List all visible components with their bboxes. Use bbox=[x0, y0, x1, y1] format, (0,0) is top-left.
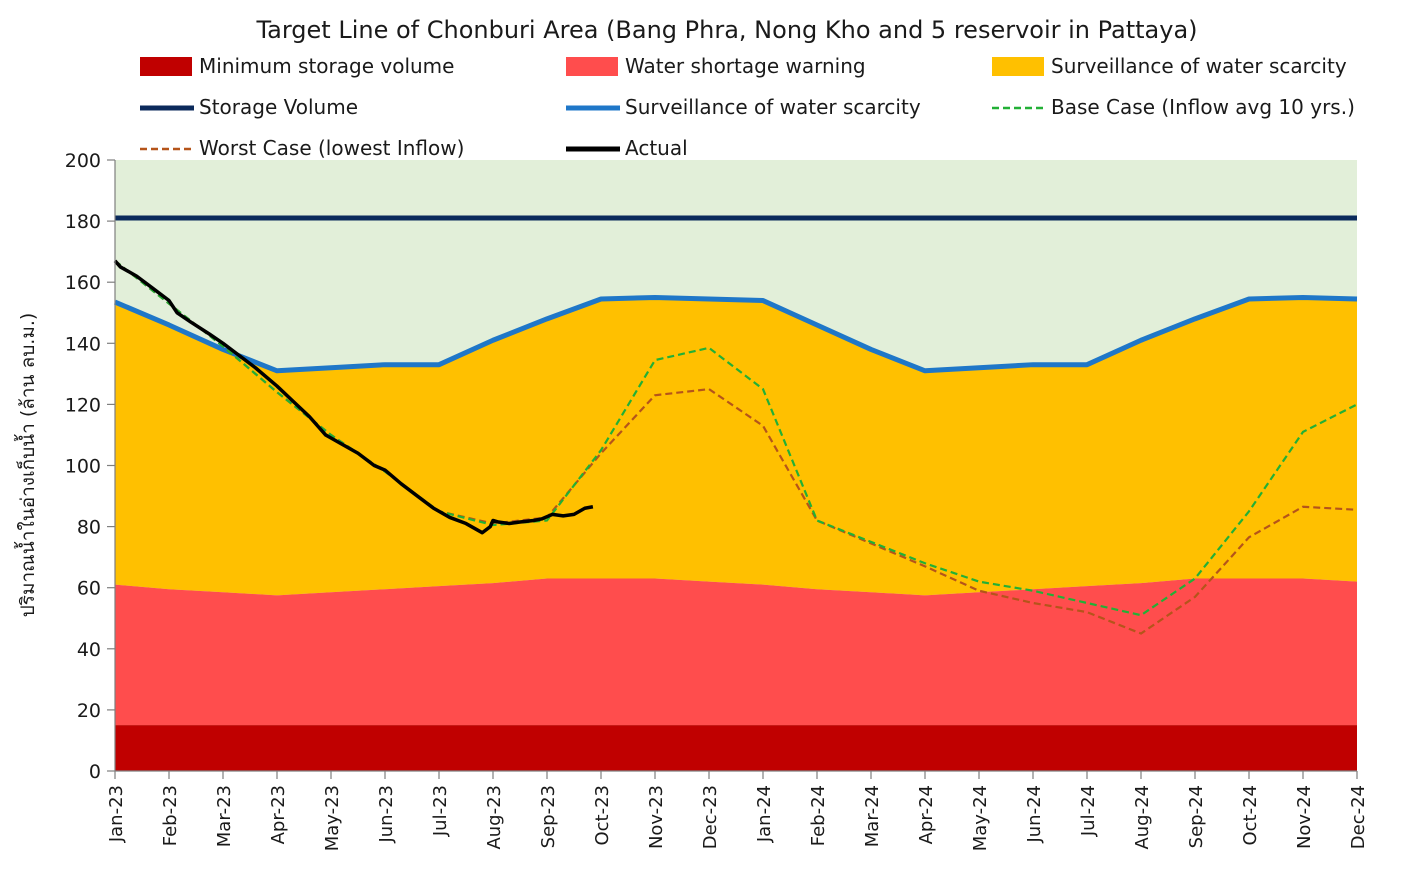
axes: 0 20 40 60 80 100 120 140 160 180 200 Jan-23 Feb-23 M… bbox=[65, 150, 1369, 851]
line-actual bbox=[113, 259, 594, 535]
x-tick-label: Dec-23 bbox=[700, 785, 721, 849]
x-tick-label: Apr-24 bbox=[916, 785, 937, 844]
x-tick-label: Sep-24 bbox=[1186, 785, 1207, 848]
x-tick-label: Nov-23 bbox=[646, 785, 667, 849]
legend-swatch-box bbox=[566, 57, 618, 76]
y-tick-label: 180 bbox=[65, 211, 101, 233]
x-tick-label: Sep-23 bbox=[538, 785, 559, 848]
legend-item: Worst Case (lowest Inflow) bbox=[140, 136, 464, 160]
legend-item: Surveillance of water scarcity bbox=[566, 95, 921, 119]
legend-label: Surveillance of water scarcity bbox=[1051, 54, 1347, 78]
y-tick-label: 40 bbox=[77, 639, 101, 661]
y-tick-label: 0 bbox=[89, 761, 101, 783]
y-tick-label: 140 bbox=[65, 333, 101, 355]
y-tick-label: 200 bbox=[65, 150, 101, 172]
x-tick-label: Jan-23 bbox=[106, 785, 127, 843]
x-tick-label: Jan-24 bbox=[754, 785, 775, 843]
chart-title: Target Line of Chonburi Area (Bang Phra,… bbox=[255, 16, 1197, 44]
legend-label: Worst Case (lowest Inflow) bbox=[199, 136, 464, 160]
x-tick-label: Jul-24 bbox=[1078, 785, 1099, 837]
y-tick-label: 160 bbox=[65, 272, 101, 294]
legend-item: Surveillance of water scarcity bbox=[992, 54, 1347, 78]
y-tick-label: 80 bbox=[77, 517, 101, 539]
legend-item: Minimum storage volume bbox=[140, 54, 454, 78]
legend: Minimum storage volume Water shortage war… bbox=[140, 54, 1355, 160]
x-tick-label: Oct-23 bbox=[592, 785, 613, 846]
x-tick-label: May-23 bbox=[322, 785, 343, 851]
legend-item: Water shortage warning bbox=[566, 54, 866, 78]
x-tick-label: May-24 bbox=[970, 785, 991, 851]
x-tick-label: Jun-24 bbox=[1024, 785, 1045, 844]
x-tick-label: Jul-23 bbox=[430, 785, 451, 837]
x-tick-label: Nov-24 bbox=[1294, 785, 1315, 849]
legend-label: Minimum storage volume bbox=[199, 54, 454, 78]
x-tick-label: Oct-24 bbox=[1240, 785, 1261, 846]
legend-label: Base Case (Inflow avg 10 yrs.) bbox=[1051, 95, 1355, 119]
y-axis-label: ปริมาณน้ำในอ่างเก็บน้ำ (ล้าน ลบ.ม.) bbox=[14, 313, 39, 618]
legend-label: Storage Volume bbox=[199, 95, 358, 119]
x-tick-label: Aug-23 bbox=[484, 785, 505, 850]
legend-swatch-box bbox=[140, 57, 192, 76]
y-tick-label: 120 bbox=[65, 394, 101, 416]
area-shortage bbox=[115, 578, 1357, 726]
line-surveillance bbox=[114, 294, 1358, 374]
y-tick-label: 100 bbox=[65, 456, 101, 478]
x-tick-label: Mar-23 bbox=[214, 785, 235, 847]
legend-swatch-box bbox=[992, 57, 1044, 76]
y-tick-label: 20 bbox=[77, 700, 101, 722]
x-tick-label: Jun-23 bbox=[376, 785, 397, 844]
x-tick-label: Feb-23 bbox=[160, 785, 181, 846]
x-tick-label: Mar-24 bbox=[862, 785, 883, 847]
x-tick-label: Apr-23 bbox=[268, 785, 289, 844]
legend-label: Surveillance of water scarcity bbox=[625, 95, 921, 119]
legend-item: Actual bbox=[566, 136, 688, 160]
legend-item: Storage Volume bbox=[140, 95, 358, 119]
x-tick-label: Feb-24 bbox=[808, 785, 829, 846]
area-surveillance bbox=[115, 297, 1357, 596]
plot-area bbox=[113, 160, 1358, 771]
x-tick-label: Aug-24 bbox=[1132, 785, 1153, 850]
area-min-storage bbox=[115, 725, 1357, 771]
line-base-case bbox=[114, 259, 1358, 617]
y-tick-label: 60 bbox=[77, 578, 101, 600]
x-tick-label: Dec-24 bbox=[1348, 785, 1369, 849]
legend-label: Actual bbox=[625, 136, 688, 160]
legend-label: Water shortage warning bbox=[625, 54, 866, 78]
legend-item: Base Case (Inflow avg 10 yrs.) bbox=[992, 95, 1355, 119]
